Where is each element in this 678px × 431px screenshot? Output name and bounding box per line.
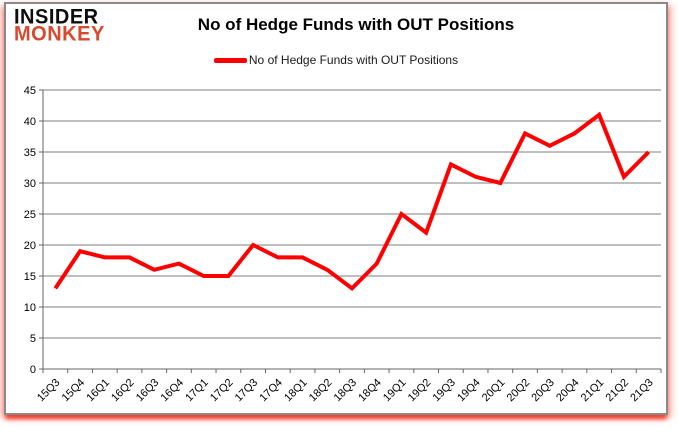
x-tick-label: 17Q1	[183, 377, 211, 405]
y-tick-label: 45	[24, 85, 36, 97]
x-tick-label: 20Q1	[480, 377, 508, 405]
chart-legend: No of Hedge Funds with OUT Positions	[6, 53, 666, 67]
y-tick-label: 10	[24, 302, 36, 314]
x-tick-label: 16Q4	[159, 377, 187, 405]
x-tick-label: 21Q2	[604, 377, 632, 405]
x-tick-label: 21Q3	[628, 377, 656, 405]
x-tick-label: 21Q1	[579, 377, 607, 405]
x-tick-label: 16Q1	[84, 377, 112, 405]
chart-title: No of Hedge Funds with OUT Positions	[197, 15, 515, 34]
x-tick-label: 20Q2	[505, 377, 533, 405]
x-tick-label: 17Q3	[233, 377, 261, 405]
y-tick-label: 30	[24, 178, 36, 190]
y-tick-label: 35	[24, 147, 36, 159]
logo-line2: MONKEY	[14, 22, 105, 46]
y-tick-label: 20	[24, 240, 36, 252]
x-tick-label: 18Q3	[332, 377, 360, 405]
y-tick-label: 40	[24, 116, 36, 128]
x-tick-label: 19Q3	[430, 377, 458, 405]
series-line	[53, 111, 651, 292]
x-tick-label: 15Q3	[35, 377, 63, 405]
x-tick-label: 18Q4	[356, 377, 384, 405]
legend-label: No of Hedge Funds with OUT Positions	[248, 53, 459, 67]
legend-line-swatch	[213, 57, 247, 63]
x-tick-label: 20Q3	[529, 377, 557, 405]
x-tick-label: 18Q2	[307, 377, 335, 405]
logo-line1: INSIDER	[14, 5, 99, 29]
x-tick-label: 19Q1	[381, 377, 409, 405]
x-tick-label: 19Q2	[406, 377, 434, 405]
insider-monkey-logo: INSIDER MONKEY	[14, 5, 105, 46]
y-tick-label: 15	[24, 271, 36, 283]
x-tick-label: 17Q4	[257, 377, 285, 405]
x-tick-label: 15Q4	[60, 377, 88, 405]
y-tick-label: 5	[30, 333, 36, 345]
x-tick-label: 19Q4	[455, 377, 483, 405]
line-chart-plot: 0 5 10 15 20 25 30 35 40 45 15Q315Q416Q116Q216Q316…	[24, 85, 662, 405]
x-tick-label: 20Q4	[554, 377, 582, 405]
y-tick-label: 25	[24, 209, 36, 221]
y-tick-label: 0	[30, 364, 36, 376]
x-tick-label: 16Q3	[134, 377, 162, 405]
x-tick-label: 17Q2	[208, 377, 236, 405]
x-tick-label: 18Q1	[282, 377, 310, 405]
x-tick-label: 16Q2	[109, 377, 137, 405]
chart-frame: INSIDER MONKEY No of Hedge Funds with OU…	[4, 2, 668, 415]
